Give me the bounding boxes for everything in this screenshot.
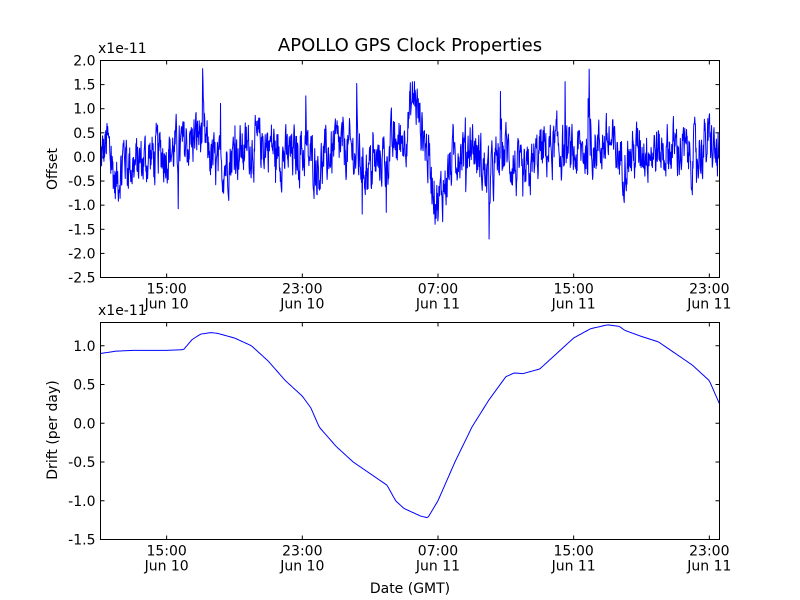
x-tick-label-date: Jun 10 (279, 297, 324, 313)
y-tick-label: 0.5 (73, 378, 95, 394)
y-tick-label: -2.5 (68, 271, 95, 287)
figure-title: APOLLO GPS Clock Properties (278, 35, 542, 56)
x-tick-label-time: 15:00 (553, 544, 593, 560)
offset-series-line (100, 68, 720, 240)
y-tick-label: 0.0 (73, 416, 95, 432)
x-tick-label-date: Jun 11 (686, 559, 731, 575)
drift-y-axis-label: Drift (per day) (45, 380, 61, 479)
x-tick-label-date: Jun 10 (144, 559, 189, 575)
x-tick-label-date: Jun 11 (551, 297, 596, 313)
x-axis-label: Date (GMT) (370, 581, 450, 597)
x-tick-label-date: Jun 10 (279, 559, 324, 575)
drift-plot-frame (100, 322, 720, 540)
x-tick-label-time: 15:00 (553, 282, 593, 298)
y-tick-label: 1.0 (73, 339, 95, 355)
x-tick-label-date: Jun 11 (415, 559, 460, 575)
x-tick-label-time: 23:00 (689, 544, 729, 560)
y-tick-label: 1.5 (73, 78, 95, 94)
offset-panel: x1e-11 Offset -2.5 -2.0 -1.5 -1.0 -0.5 0.0 0.5… (45, 41, 731, 313)
drift-series-line (100, 324, 720, 519)
offset-plot-frame (100, 60, 720, 278)
y-tick-label: -1.5 (68, 533, 95, 549)
y-tick-label: 0.0 (73, 150, 95, 166)
offset-ticks: -2.5 -2.0 -1.5 -1.0 -0.5 0.0 0.5 1.0 1.5 2.0 15:00… (68, 54, 731, 313)
offset-y-axis-label: Offset (45, 147, 61, 190)
y-tick-label: 1.0 (73, 102, 95, 118)
x-tick-label-time: 07:00 (418, 282, 458, 298)
y-tick-label: -1.5 (68, 222, 95, 238)
y-tick-label: 0.5 (73, 126, 95, 142)
x-tick-label-time: 15:00 (146, 544, 186, 560)
drift-multiplier-label: x1e-11 (98, 303, 147, 319)
y-tick-label: 2.0 (73, 54, 95, 70)
y-tick-label: -1.0 (68, 198, 95, 214)
y-tick-label: -2.0 (68, 246, 95, 262)
offset-multiplier-label: x1e-11 (98, 41, 147, 57)
x-tick-label-date: Jun 10 (144, 297, 189, 313)
x-tick-label-time: 07:00 (418, 544, 458, 560)
x-tick-label-time: 23:00 (282, 282, 322, 298)
x-tick-label-time: 15:00 (146, 282, 186, 298)
x-tick-label-date: Jun 11 (415, 297, 460, 313)
x-tick-label-time: 23:00 (689, 282, 729, 298)
y-tick-label: -1.0 (68, 494, 95, 510)
drift-panel: x1e-11 Drift (per day) -1.5 -1.0 -0.5 0.0 0.… (45, 303, 731, 575)
y-tick-label: -0.5 (68, 174, 95, 190)
x-tick-label-date: Jun 11 (551, 559, 596, 575)
x-tick-label-date: Jun 11 (686, 297, 731, 313)
x-tick-label-time: 23:00 (282, 544, 322, 560)
y-tick-label: -0.5 (68, 455, 95, 471)
